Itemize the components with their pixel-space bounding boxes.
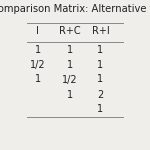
Text: 1: 1 <box>67 90 73 99</box>
Text: 1: 1 <box>67 60 73 69</box>
Text: R+C: R+C <box>59 26 81 36</box>
Text: 1: 1 <box>97 45 104 54</box>
Text: I: I <box>36 26 39 36</box>
Text: 1: 1 <box>97 60 104 69</box>
Text: 1: 1 <box>97 105 104 114</box>
Text: 1: 1 <box>97 75 104 84</box>
Text: 1/2: 1/2 <box>62 75 78 84</box>
Text: 1: 1 <box>67 45 73 54</box>
Text: Comparison Matrix: Alternative to: Comparison Matrix: Alternative to <box>0 4 150 15</box>
Text: 1: 1 <box>35 75 41 84</box>
Text: 2: 2 <box>97 90 104 99</box>
Text: 1: 1 <box>35 45 41 54</box>
Text: 1/2: 1/2 <box>30 60 46 69</box>
Text: R+I: R+I <box>92 26 109 36</box>
